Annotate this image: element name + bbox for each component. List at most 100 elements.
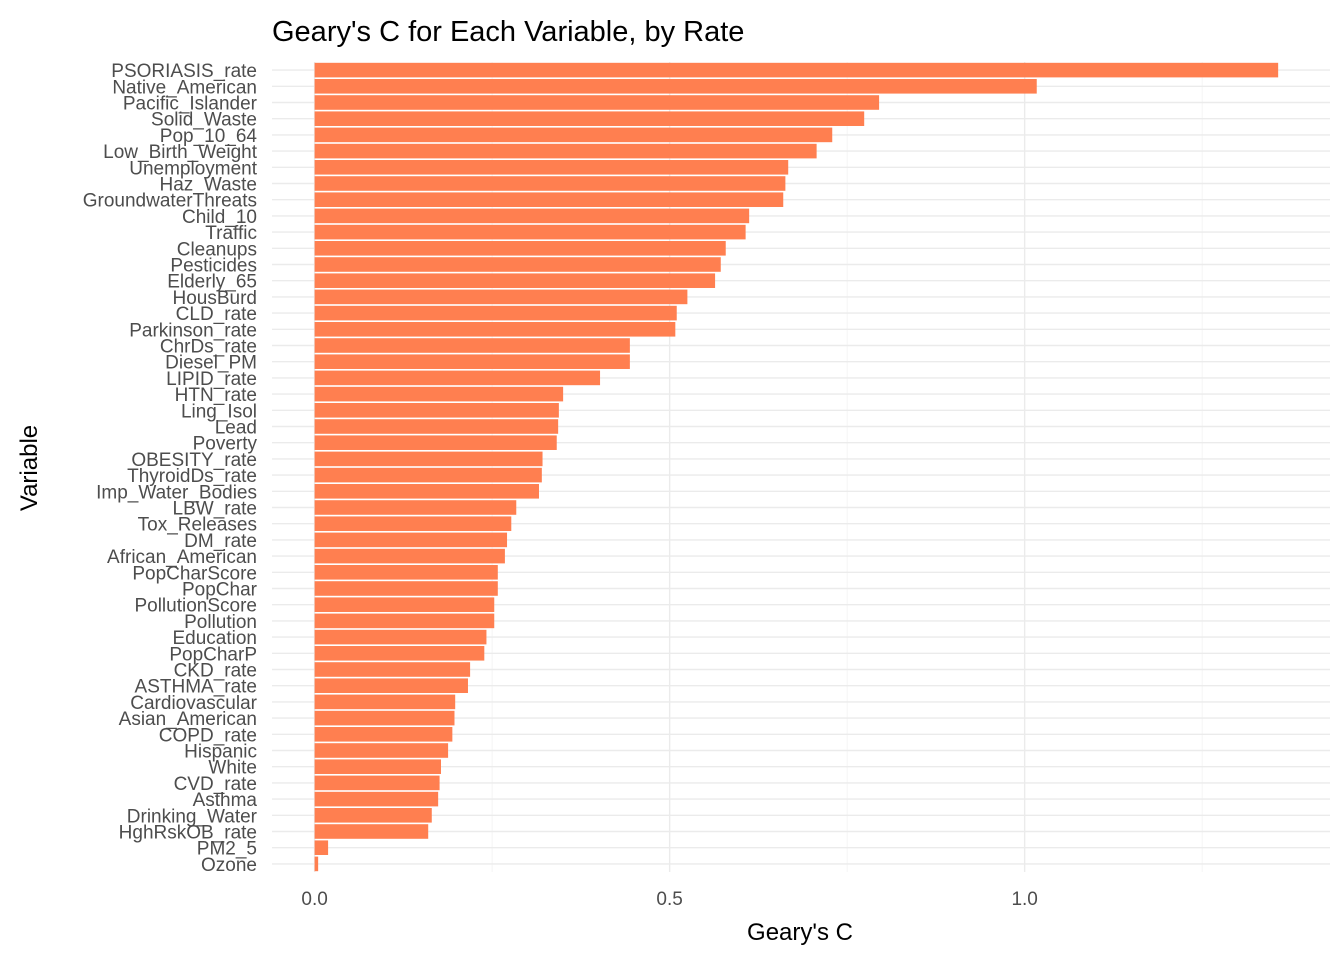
x-tick-labels: 0.0 0.5 1.0 <box>301 889 1037 910</box>
y-tick-labels: PSORIASIS_rateNative_AmericanPacific_Isl… <box>83 61 258 876</box>
bar-copd-rate <box>314 727 453 742</box>
x-tick-label-0: 0.0 <box>301 889 327 910</box>
y-tick-label-dm-rate: DM_rate <box>184 531 257 552</box>
bar-ckd-rate <box>314 662 471 677</box>
bar-pollution <box>314 613 495 629</box>
bar-asthma-rate <box>314 678 468 693</box>
x-tick-label-2: 1.0 <box>1011 889 1037 910</box>
bar-low-birth-weight <box>314 143 817 159</box>
bar-ozone <box>314 856 319 872</box>
bar-popcharscore <box>314 565 498 580</box>
y-tick-label-popcharscore: PopCharScore <box>132 563 257 584</box>
y-tick-label-groundwaterthreats: GroundwaterThreats <box>83 191 257 212</box>
y-tick-label-lipid-rate: LIPID_rate <box>166 369 257 390</box>
y-tick-label-copd-rate: COPD_rate <box>159 725 257 746</box>
bar-poverty <box>314 435 557 450</box>
y-tick-label-asthma: Asthma <box>193 790 258 811</box>
chart-title: Geary's C for Each Variable, by Rate <box>272 16 744 48</box>
x-axis-title: Geary's C <box>747 919 853 946</box>
y-tick-label-drinking-water: Drinking_Water <box>127 806 258 827</box>
y-tick-label-obesity-rate: OBESITY_rate <box>131 450 257 471</box>
bar-asthma <box>314 791 439 807</box>
bar-white <box>314 759 441 774</box>
bar-obesity-rate <box>314 451 543 467</box>
y-tick-label-pollution: Pollution <box>184 612 257 633</box>
y-tick-label-ckd-rate: CKD_rate <box>174 661 257 682</box>
bar-traffic <box>314 224 746 240</box>
y-tick-label-elderly-65: Elderly_65 <box>167 272 257 293</box>
y-tick-label-african-american: African_American <box>107 547 257 568</box>
bar-child-10 <box>314 208 750 224</box>
y-tick-label-native-american: Native_American <box>112 77 257 98</box>
y-tick-label-pesticides: Pesticides <box>170 256 257 277</box>
bar-ling-isol <box>314 403 559 418</box>
bar-imp-water-bodies <box>314 484 539 499</box>
y-tick-label-poverty: Poverty <box>193 434 258 455</box>
bar-lbw-rate <box>314 500 517 515</box>
bar-hghrskob-rate <box>314 824 429 839</box>
y-tick-label-ling-isol: Ling_Isol <box>181 401 257 422</box>
bar-unemployment <box>314 160 789 175</box>
y-tick-label-popchar: PopChar <box>182 580 258 601</box>
bar-htn-rate <box>314 386 564 402</box>
y-tick-label-pacific-islander: Pacific_Islander <box>123 94 258 115</box>
y-tick-label-asian-american: Asian_American <box>119 709 257 730</box>
y-tick-label-haz-waste: Haz_Waste <box>160 175 258 196</box>
bar-cleanups <box>314 241 726 256</box>
y-tick-label-popcharp: PopCharP <box>169 644 257 665</box>
bar-drinking-water <box>314 808 432 823</box>
y-tick-label-parkinson-rate: Parkinson_rate <box>129 320 257 341</box>
bar-pop-10-64 <box>314 127 833 143</box>
y-tick-label-chrds-rate: ChrDs_rate <box>160 337 257 358</box>
bar-dm-rate <box>314 532 508 548</box>
bar-psoriasis-rate <box>314 62 1279 78</box>
bar-popcharp <box>314 646 485 661</box>
bar-education <box>314 629 487 645</box>
bar-chrds-rate <box>314 338 630 353</box>
bar-lead <box>314 419 559 434</box>
bar-lipid-rate <box>314 370 601 386</box>
bar-tox-releases <box>314 516 512 531</box>
bar-thyroidds-rate <box>314 467 542 483</box>
y-tick-label-hispanic: Hispanic <box>184 742 257 763</box>
bar-elderly-65 <box>314 273 716 288</box>
y-tick-label-cleanups: Cleanups <box>177 239 257 260</box>
y-tick-label-cld-rate: CLD_rate <box>176 304 257 325</box>
y-tick-label-solid-waste: Solid_Waste <box>151 110 257 131</box>
bar-hispanic <box>314 743 449 758</box>
y-tick-label-psoriasis-rate: PSORIASIS_rate <box>111 61 257 82</box>
y-tick-label-thyroidds-rate: ThyroidDs_rate <box>127 466 257 487</box>
bar-pesticides <box>314 257 721 272</box>
y-tick-label-housburd: HousBurd <box>173 288 258 309</box>
bar-asian-american <box>314 710 455 726</box>
bar-pacific-islander <box>314 95 880 110</box>
y-tick-label-imp-water-bodies: Imp_Water_Bodies <box>96 482 257 503</box>
y-tick-label-unemployment: Unemployment <box>129 158 257 179</box>
y-tick-label-pop-10-64: Pop_10_64 <box>160 126 258 147</box>
y-tick-label-cardiovascular: Cardiovascular <box>130 693 257 714</box>
y-tick-label-traffic: Traffic <box>205 223 257 244</box>
bar-pollutionscore <box>314 597 495 612</box>
bar-african-american <box>314 548 505 564</box>
y-tick-label-cvd-rate: CVD_rate <box>174 774 257 795</box>
y-axis-title: Variable <box>16 425 43 511</box>
bar-housburd <box>314 289 688 305</box>
y-tick-label-education: Education <box>172 628 257 649</box>
bar-cvd-rate <box>314 775 440 791</box>
y-tick-label-white: White <box>208 758 257 779</box>
y-tick-label-diesel-pm: Diesel_PM <box>165 353 257 374</box>
y-tick-label-asthma-rate: ASTHMA_rate <box>135 677 257 698</box>
bar-parkinson-rate <box>314 322 676 337</box>
y-tick-label-hghrskob-rate: HghRskOB_rate <box>119 823 257 844</box>
y-tick-label-lbw-rate: LBW_rate <box>173 499 257 520</box>
bar-solid-waste <box>314 111 865 126</box>
bar-native-american <box>314 79 1037 94</box>
y-tick-label-child-10: Child_10 <box>182 207 257 228</box>
y-tick-label-low-birth-weight: Low_Birth_Weight <box>103 142 258 163</box>
bar-groundwaterthreats <box>314 192 784 207</box>
bar-pm2-5 <box>314 840 329 855</box>
bar-haz-waste <box>314 176 786 191</box>
y-tick-label-htn-rate: HTN_rate <box>175 385 257 406</box>
